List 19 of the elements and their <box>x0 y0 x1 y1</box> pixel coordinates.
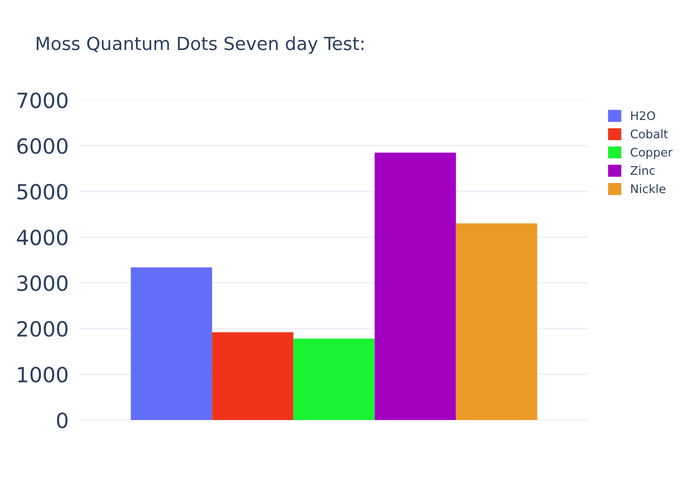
bar <box>130 267 212 420</box>
legend-label: Cobalt <box>630 129 668 138</box>
legend-label: H2O <box>631 111 656 120</box>
y-tick-label: 3000 <box>17 275 68 292</box>
y-tick-label: 6000 <box>17 138 68 154</box>
y-tick-label: 1000 <box>18 366 68 382</box>
bar <box>456 223 538 420</box>
legend-label: Nickle <box>631 184 666 194</box>
y-tick-label: 5000 <box>17 184 68 200</box>
legend-label: Copper <box>630 148 673 159</box>
y-tick-label: 7000 <box>18 92 68 108</box>
bar <box>293 338 375 420</box>
bar <box>374 152 456 420</box>
chart-title: Moss Quantum Dots Seven day Test: <box>36 36 364 54</box>
y-tick-label: 0 <box>57 412 68 428</box>
legend-label: Zinc <box>630 166 655 175</box>
y-tick-label: 4000 <box>16 230 68 246</box>
bar <box>212 332 294 420</box>
y-tick-label: 2000 <box>17 321 68 337</box>
